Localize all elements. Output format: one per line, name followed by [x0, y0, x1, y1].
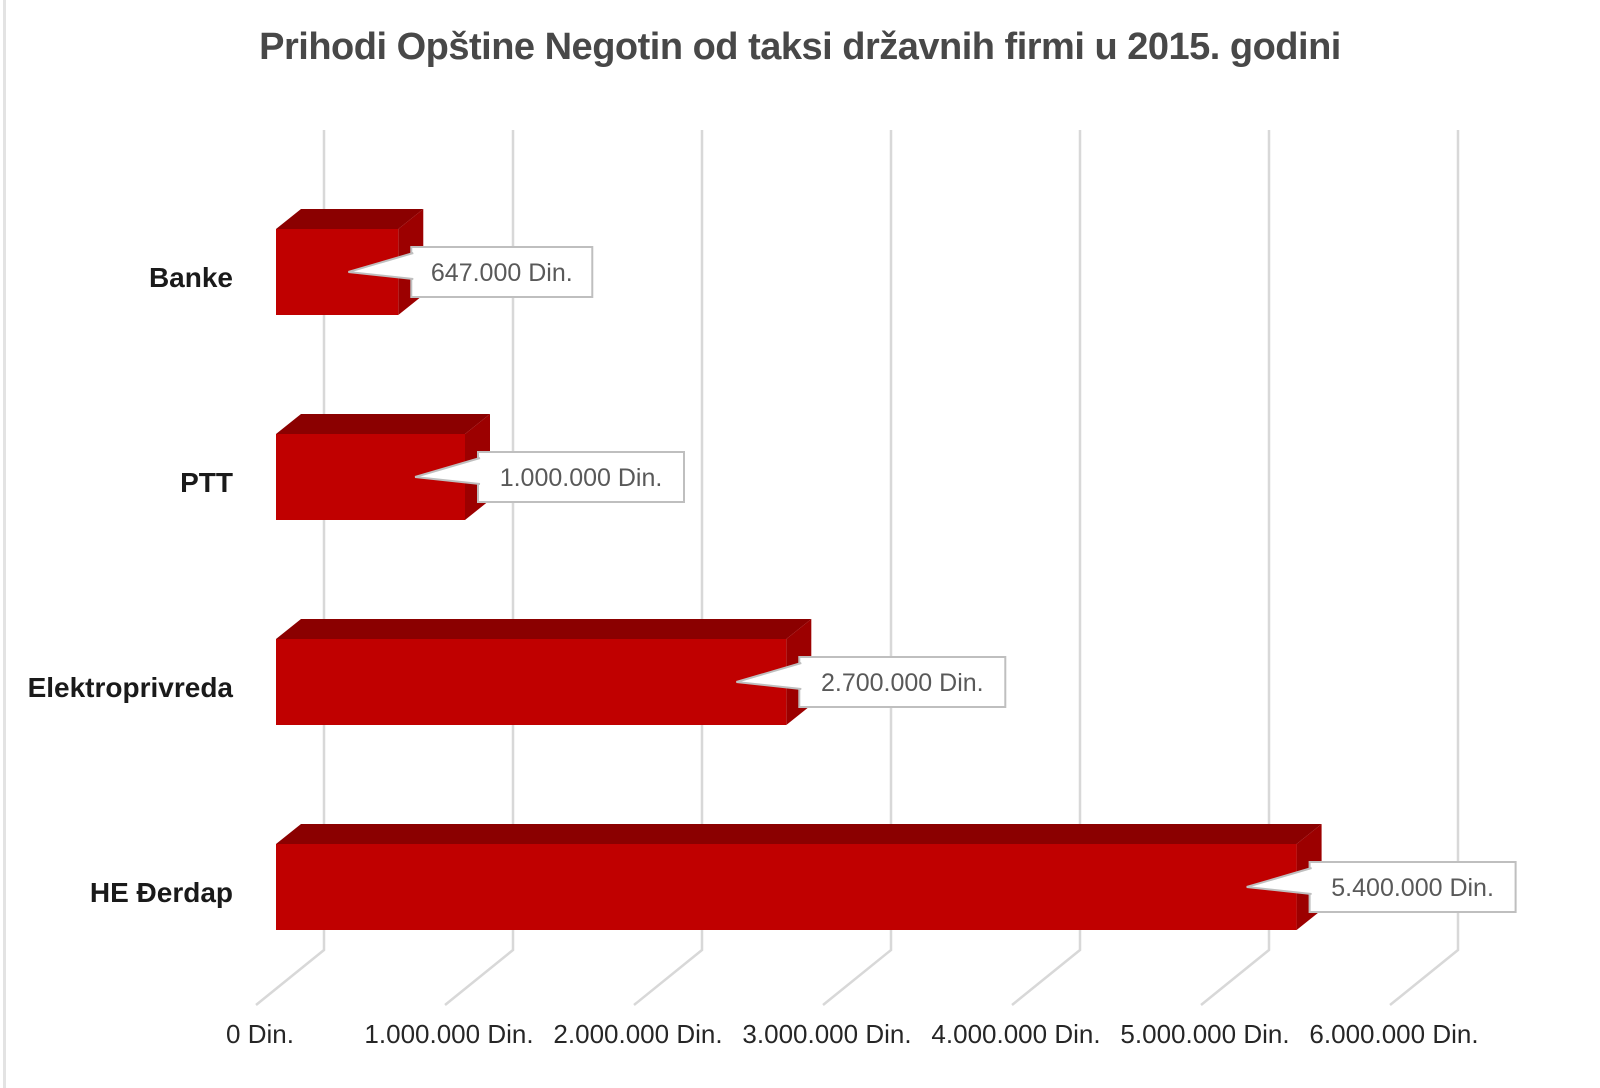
callout-pointer-edge — [736, 662, 802, 690]
gridline — [1011, 130, 1082, 1006]
x-axis-tick-label: 4.000.000 Din. — [931, 1019, 1100, 1049]
gridline — [255, 130, 326, 1006]
bar-he-erdap — [276, 824, 1322, 930]
bar-top-face — [276, 209, 424, 229]
callout-box — [477, 451, 685, 503]
data-label: 1.000.000 Din. — [500, 464, 663, 492]
category-label: Banke — [149, 262, 233, 293]
category-label: Elektroprivreda — [28, 672, 234, 703]
callout-pointer — [1246, 868, 1312, 894]
gridline — [1200, 130, 1271, 1006]
data-label-callout-he-erdap: 5.400.000 Din. — [1246, 861, 1517, 913]
bar-top-face — [276, 619, 812, 639]
gridline — [822, 130, 893, 1006]
data-label-callout-ptt: 1.000.000 Din. — [414, 451, 685, 503]
bar-front-face — [276, 639, 787, 725]
bar-top-face — [276, 414, 490, 434]
x-axis-tick-label: 3.000.000 Din. — [742, 1019, 911, 1049]
data-label-callout-banke: 647.000 Din. — [348, 246, 594, 298]
chart-title: Prihodi Opštine Negotin od taksi državni… — [259, 26, 1341, 68]
bar-elektroprivreda — [276, 619, 812, 725]
gridline — [444, 130, 515, 1006]
callout-pointer — [736, 663, 802, 689]
data-label: 5.400.000 Din. — [1331, 874, 1494, 902]
callout-pointer-edge — [348, 252, 414, 280]
callout-box — [410, 246, 594, 298]
x-axis-tick-label: 1.000.000 Din. — [364, 1019, 533, 1049]
x-axis-tick-label: 6.000.000 Din. — [1309, 1019, 1478, 1049]
category-label: PTT — [180, 467, 233, 498]
chart-left-border — [3, 0, 6, 1088]
x-axis-tick-label: 0 Din. — [226, 1019, 294, 1049]
data-label: 2.700.000 Din. — [821, 669, 984, 697]
x-axis-tick-label: 2.000.000 Din. — [553, 1019, 722, 1049]
bar-top-face — [276, 824, 1322, 844]
gridline — [1389, 130, 1460, 1006]
bar-front-face — [276, 434, 465, 520]
data-label-callout-elektroprivreda: 2.700.000 Din. — [736, 656, 1007, 708]
callout-pointer — [348, 253, 414, 279]
bar-front-face — [276, 229, 399, 315]
bar-front-face — [276, 844, 1297, 930]
callout-box — [1308, 861, 1517, 913]
gridline — [633, 130, 704, 1006]
callout-pointer-edge — [414, 457, 481, 485]
callout-pointer-edge — [1246, 867, 1312, 895]
x-axis-tick-label: 5.000.000 Din. — [1120, 1019, 1289, 1049]
bar-ptt — [276, 414, 490, 520]
callout-pointer — [415, 458, 480, 484]
data-label: 647.000 Din. — [431, 259, 573, 287]
category-label: HE Đerdap — [90, 877, 233, 908]
callout-box — [798, 656, 1007, 708]
